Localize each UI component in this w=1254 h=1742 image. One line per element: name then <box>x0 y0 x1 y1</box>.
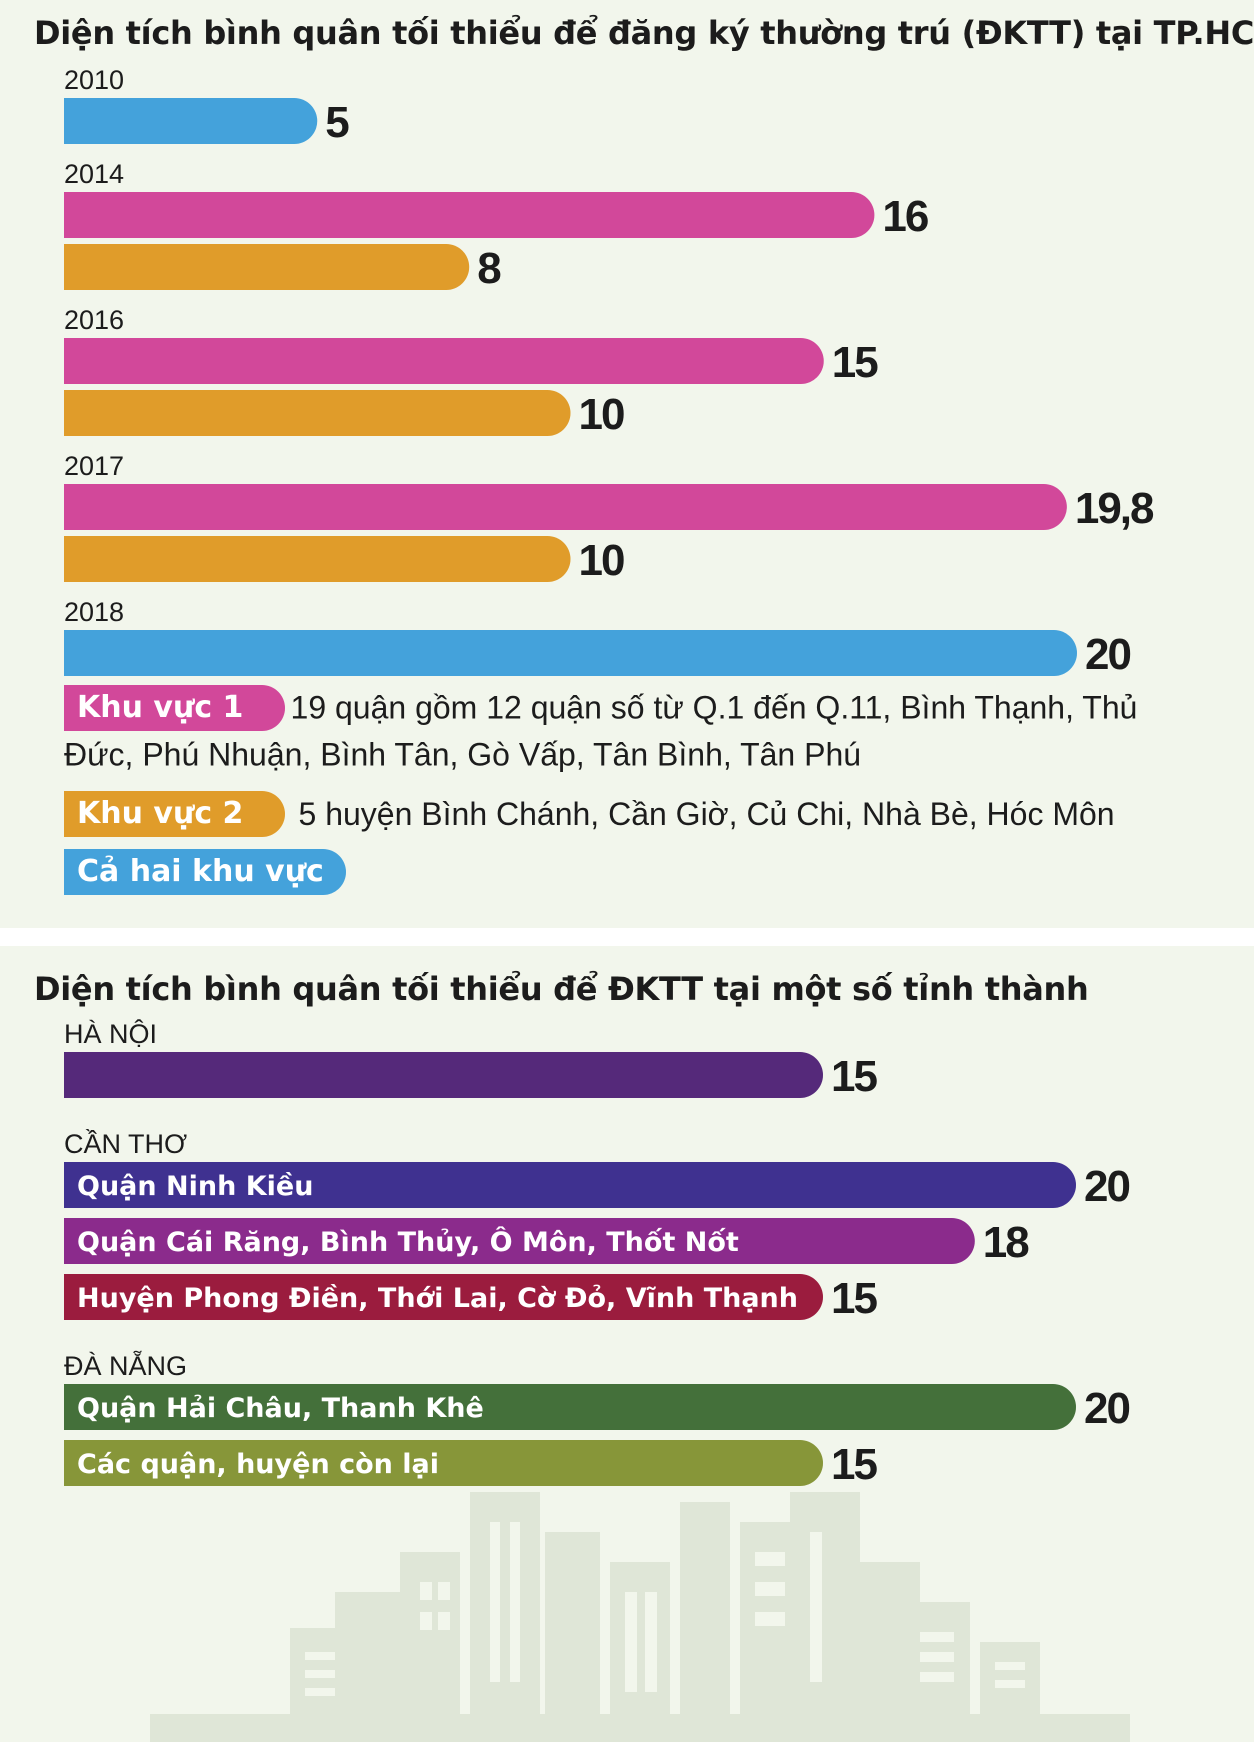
value-label-2014-khu-vuc-1: 16 <box>882 192 927 241</box>
legend-item-khu-vuc-1: Khu vực 1 19 quận gồm 12 quận số từ Q.1 … <box>64 684 1194 777</box>
bar-2014-khu-vuc-1 <box>64 192 875 238</box>
value-label-da-nang-cac-quan-huyen-con-lai: 15 <box>831 1440 877 1489</box>
legend-chip-ca-hai: Cả hai khu vực <box>64 849 346 895</box>
group-label-can-tho: CẦN THƠ <box>64 1128 187 1159</box>
bar-can-tho-quan-cai-rang-binh-thuy-o-mon-thot-not <box>64 1218 975 1264</box>
bar-da-nang-quan-hai-chau-thanh-khe <box>64 1384 1076 1430</box>
value-label-2010-ca-hai-khu-vuc: 5 <box>325 98 349 147</box>
city-skyline-illustration <box>150 1492 1130 1742</box>
legend-desc-khu-vuc-1: 19 quận gồm 12 quận số từ Q.1 đến Q.11, … <box>64 689 1138 773</box>
value-label-2017-khu-vuc-2: 10 <box>579 536 624 585</box>
bar-label-da-nang-cac-quan-huyen-con-lai: Các quận, huyện còn lại <box>77 1449 439 1480</box>
bar-ha-noi-bar0 <box>64 1052 823 1098</box>
legend-chip-khu-vuc-2: Khu vực 2 <box>64 791 286 837</box>
provinces-chart-title: Diện tích bình quân tối thiểu để ĐKTT tạ… <box>34 970 1089 1008</box>
value-label-da-nang-quan-hai-chau-thanh-khe: 20 <box>1084 1384 1129 1433</box>
bar-2017-khu-vuc-1 <box>64 484 1067 530</box>
value-label-2016-khu-vuc-1: 15 <box>832 338 878 387</box>
bar-can-tho-quan-ninh-kieu <box>64 1162 1076 1208</box>
hcm-chart-title: Diện tích bình quân tối thiểu để đăng ký… <box>34 14 1254 52</box>
panel-separator <box>0 928 1254 946</box>
group-label-2010: 2010 <box>64 65 124 95</box>
bar-can-tho-huyen-phong-dien-thoi-lai-co-do-vinh-thanh <box>64 1274 823 1320</box>
legend-item-khu-vuc-2: Khu vực 2 5 huyện Bình Chánh, Cần Giờ, C… <box>64 791 1194 837</box>
hcm-chart-panel: Diện tích bình quân tối thiểu để đăng ký… <box>34 14 1254 895</box>
provinces-bar-chart: HÀ NỘI 15 CẦN THƠ Quận Ninh Kiều 20 Quận Cái … <box>64 1018 1131 1489</box>
provinces-chart-panel: Diện tích bình quân tối thiểu để ĐKTT tạ… <box>0 946 1254 1742</box>
group-label-da-nang: ĐÀ NẴNG <box>64 1349 187 1381</box>
bar-2017-khu-vuc-2 <box>64 536 571 582</box>
hcm-bar-chart: 2010 5 2014 16 8 2016 15 10 2017 19,8 10 2018 20 <box>64 65 1156 679</box>
value-label-can-tho-huyen-phong-dien-thoi-lai-co-do-vinh-thanh: 15 <box>831 1274 877 1323</box>
bar-2016-khu-vuc-1 <box>64 338 824 384</box>
value-label-can-tho-quan-ninh-kieu: 20 <box>1084 1162 1129 1211</box>
bar-2016-khu-vuc-2 <box>64 390 571 436</box>
group-label-2018: 2018 <box>64 597 124 627</box>
legend-chip-khu-vuc-1: Khu vực 1 <box>64 684 286 731</box>
group-label-2014: 2014 <box>64 159 124 189</box>
hcm-legend: Khu vực 1 19 quận gồm 12 quận số từ Q.1 … <box>64 684 1194 895</box>
bar-label-can-tho-huyen-phong-dien-thoi-lai-co-do-vinh-thanh: Huyện Phong Điền, Thới Lai, Cờ Đỏ, Vĩnh … <box>77 1283 798 1314</box>
value-label-ha-noi-bar0: 15 <box>831 1052 877 1101</box>
bar-2018-ca-hai-khu-vuc <box>64 630 1077 676</box>
group-label-2017: 2017 <box>64 451 124 481</box>
bar-2010-ca-hai-khu-vuc <box>64 98 318 144</box>
bar-da-nang-cac-quan-huyen-con-lai <box>64 1440 823 1486</box>
legend-desc-khu-vuc-2: 5 huyện Bình Chánh, Cần Giờ, Củ Chi, Nhà… <box>298 796 1115 832</box>
value-label-2016-khu-vuc-2: 10 <box>579 390 624 439</box>
value-label-2017-khu-vuc-1: 19,8 <box>1075 484 1154 533</box>
legend-item-ca-hai: Cả hai khu vực <box>64 849 1194 895</box>
bar-2014-khu-vuc-2 <box>64 244 470 290</box>
bar-label-can-tho-quan-cai-rang-binh-thuy-o-mon-thot-not: Quận Cái Răng, Bình Thủy, Ô Môn, Thốt Nố… <box>77 1226 739 1258</box>
bar-label-da-nang-quan-hai-chau-thanh-khe: Quận Hải Châu, Thanh Khê <box>77 1393 484 1424</box>
bar-label-can-tho-quan-ninh-kieu: Quận Ninh Kiều <box>77 1171 313 1202</box>
group-label-ha-noi: HÀ NỘI <box>64 1018 157 1049</box>
value-label-2018-ca-hai-khu-vuc: 20 <box>1085 630 1130 679</box>
value-label-2014-khu-vuc-2: 8 <box>477 244 501 293</box>
value-label-can-tho-quan-cai-rang-binh-thuy-o-mon-thot-not: 18 <box>983 1218 1029 1267</box>
group-label-2016: 2016 <box>64 305 124 335</box>
